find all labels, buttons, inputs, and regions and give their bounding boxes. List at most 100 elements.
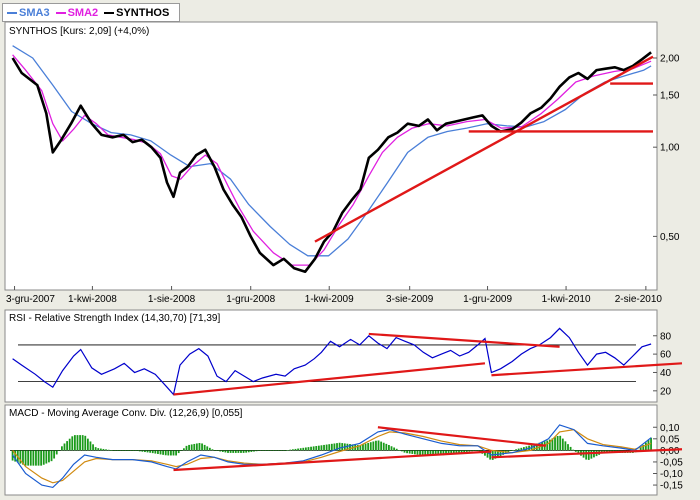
series-sma3 xyxy=(12,45,652,257)
macd-histogram-bar-100 xyxy=(271,450,274,451)
macd-histogram-bar-11 xyxy=(40,450,43,466)
macd-histogram-bar-72 xyxy=(198,442,201,451)
macd-histogram-bar-84 xyxy=(229,450,232,453)
macd-histogram-bar-143 xyxy=(382,442,385,451)
price-xtick-label-3: 1-gru-2008 xyxy=(226,294,275,305)
macd-histogram-bar-113 xyxy=(304,447,307,451)
macd-histogram-bar-138 xyxy=(369,442,372,451)
legend-label-sma2: SMA2 xyxy=(67,6,99,19)
macd-histogram-bar-153 xyxy=(408,450,411,454)
macd-histogram-bar-154 xyxy=(411,450,414,454)
macd-histogram-bar-146 xyxy=(390,446,393,451)
macd-histogram-bar-64 xyxy=(177,450,180,454)
macd-ytick-label-3: -0,05 xyxy=(660,457,683,468)
macd-histogram-bar-180 xyxy=(478,450,481,452)
macd-histogram-bar-91 xyxy=(247,450,250,453)
macd-histogram-bar-56 xyxy=(157,450,159,454)
price-panel-bg xyxy=(4,21,658,291)
macd-histogram-bar-1 xyxy=(14,450,17,462)
macd-histogram-bar-151 xyxy=(403,450,406,453)
macd-histogram-bar-119 xyxy=(320,445,323,451)
macd-histogram-bar-35 xyxy=(102,448,105,451)
macd-histogram-bar-43 xyxy=(123,450,126,451)
macd-histogram-bar-44 xyxy=(125,450,128,451)
macd-histogram-bar-53 xyxy=(149,450,152,453)
macd-histogram-bar-121 xyxy=(325,444,328,451)
macd-histogram-bar-36 xyxy=(105,449,107,451)
macd-histogram-bar-106 xyxy=(286,450,289,451)
macd-histogram-bar-122 xyxy=(328,444,331,451)
legend-label-sma3: SMA3 xyxy=(19,6,50,19)
rsi-ytick-label-1: 60 xyxy=(660,350,672,361)
macd-histogram-bar-49 xyxy=(138,450,141,452)
macd-trendline-1 xyxy=(377,426,547,447)
macd-histogram-bar-150 xyxy=(400,450,403,452)
macd-histogram-bar-32 xyxy=(94,447,97,451)
macd-histogram-bar-77 xyxy=(211,449,214,451)
macd-histogram-bar-38 xyxy=(110,450,113,451)
macd-histogram-bar-222 xyxy=(587,450,590,460)
macd-histogram-bar-156 xyxy=(416,450,419,455)
macd-histogram-bar-55 xyxy=(154,450,157,454)
macd-histogram-bar-114 xyxy=(307,447,310,451)
macd-histogram-bar-173 xyxy=(460,450,463,453)
macd-histogram-bar-169 xyxy=(450,450,453,455)
macd-histogram-bar-73 xyxy=(201,443,203,451)
macd-histogram-bar-210 xyxy=(556,436,559,451)
macd-trendline-0 xyxy=(173,450,492,472)
macd-histogram-bar-39 xyxy=(112,450,115,451)
macd-histogram-bar-208 xyxy=(551,438,554,451)
macd-histogram-bar-115 xyxy=(310,446,312,451)
price-trendlines xyxy=(314,55,654,243)
macd-histogram-bar-42 xyxy=(120,450,123,451)
macd-histogram-bar-167 xyxy=(445,450,447,455)
price-ytick-label-3: 0,50 xyxy=(660,232,680,243)
macd-histogram-bar-189 xyxy=(502,450,505,455)
macd-histogram-bar-168 xyxy=(447,450,450,455)
macd-histogram-bar-161 xyxy=(429,450,432,456)
macd-histogram-bar-12 xyxy=(42,450,45,465)
rsi-ytick-label-2: 40 xyxy=(660,368,672,379)
macd-histogram-bar-59 xyxy=(164,450,167,456)
macd-histogram-bar-195 xyxy=(517,448,520,451)
rsi-trendline-1 xyxy=(368,332,560,348)
macd-histogram-bar-147 xyxy=(393,447,396,451)
macd-histogram-bar-197 xyxy=(522,447,525,451)
macd-histogram-bar-193 xyxy=(512,450,515,451)
macd-histogram-bar-166 xyxy=(442,450,445,456)
macd-histogram-bar-63 xyxy=(175,450,178,456)
legend-swatch-synthos xyxy=(104,11,115,14)
macd-histogram-bar-217 xyxy=(574,450,577,452)
macd-histogram-bar-201 xyxy=(533,444,536,451)
macd-histogram-bar-68 xyxy=(188,444,190,451)
macd-histogram-bar-196 xyxy=(520,447,523,451)
macd-histogram-bar-80 xyxy=(219,450,222,452)
macd-histogram-bar-50 xyxy=(141,450,144,452)
macd-histogram-bar-191 xyxy=(507,450,510,453)
macd-histogram-bar-76 xyxy=(208,447,211,451)
macd-histogram-bar-66 xyxy=(182,448,185,451)
macd-histogram-bar-140 xyxy=(375,440,377,451)
macd-histogram-bar-123 xyxy=(330,443,333,451)
macd-histogram-bar-47 xyxy=(133,450,136,451)
macd-histogram-bar-112 xyxy=(302,447,305,451)
macd-histogram-bar-107 xyxy=(289,449,292,451)
macd-ytick-label-0: 0,10 xyxy=(660,423,680,434)
macd-histogram-bar-24 xyxy=(73,435,76,451)
macd-histogram-bar-8 xyxy=(32,450,35,466)
macd-histogram-bar-14 xyxy=(48,450,50,463)
rsi-ytick-label-0: 80 xyxy=(660,331,672,342)
macd-histogram-bar-34 xyxy=(99,448,102,451)
macd-histogram-bar-15 xyxy=(50,450,53,462)
macd-histogram-bar-221 xyxy=(585,450,588,460)
macd-histogram-bar-22 xyxy=(68,438,71,451)
macd-histogram-bar-92 xyxy=(250,450,253,452)
macd-histogram-bar-26 xyxy=(79,435,81,451)
macd-panel-title: MACD - Moving Average Conv. Div. (12,26,… xyxy=(9,408,243,419)
macd-histogram-bar-28 xyxy=(84,435,87,451)
macd-histogram-bar-85 xyxy=(232,450,235,453)
price-ytick-label-0: 2,00 xyxy=(660,53,680,64)
macd-histogram-bar-127 xyxy=(341,443,344,451)
macd-histogram-bar-243 xyxy=(642,444,645,451)
